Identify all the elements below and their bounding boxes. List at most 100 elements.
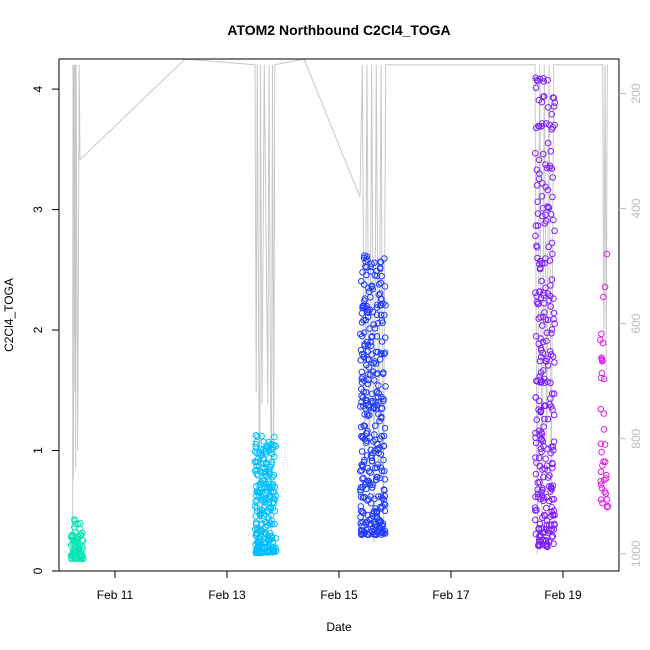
data-point <box>358 368 366 376</box>
data-point <box>550 295 557 302</box>
data-point <box>368 457 376 465</box>
data-point <box>550 438 558 446</box>
data-point <box>546 348 554 355</box>
data-point <box>372 405 380 413</box>
data-point <box>547 379 554 387</box>
data-point <box>357 346 365 354</box>
data-point <box>365 376 372 384</box>
data-point <box>381 487 388 494</box>
data-point <box>549 124 557 131</box>
data-point <box>538 260 546 267</box>
data-point <box>266 463 274 471</box>
data-point <box>533 242 540 249</box>
data-point <box>599 339 607 347</box>
data-point <box>362 397 370 405</box>
data-point <box>377 290 384 297</box>
data-point <box>539 529 547 536</box>
y-tick-label: 3 <box>31 206 45 213</box>
data-point <box>262 523 269 531</box>
data-point <box>260 456 268 463</box>
data-point <box>549 174 557 181</box>
data-point <box>537 257 544 265</box>
data-point <box>252 431 260 439</box>
data-point <box>378 272 385 280</box>
data-point <box>269 445 276 453</box>
data-point <box>540 473 547 481</box>
y-tick-label: 2 <box>31 326 45 333</box>
data-point <box>370 438 377 445</box>
data-point <box>267 512 275 519</box>
data-point <box>260 445 267 453</box>
data-point <box>381 424 389 432</box>
data-point <box>360 303 367 310</box>
data-point <box>543 337 550 345</box>
data-point <box>252 467 259 475</box>
data-point <box>373 333 381 340</box>
data-point <box>378 405 386 412</box>
data-point <box>253 488 261 495</box>
data-point <box>375 449 382 457</box>
data-point <box>536 462 544 470</box>
data-point <box>547 527 554 534</box>
data-point <box>367 268 375 275</box>
data-point <box>535 524 543 532</box>
data-point <box>268 517 275 524</box>
data-point <box>369 285 377 293</box>
data-point <box>550 94 558 102</box>
data-point <box>532 470 540 478</box>
data-point <box>360 388 368 396</box>
data-point <box>365 496 373 503</box>
data-point <box>260 515 268 523</box>
data-point <box>251 448 259 455</box>
data-point <box>261 544 268 551</box>
data-point <box>598 330 605 338</box>
data-point <box>363 518 371 526</box>
data-point <box>252 549 260 557</box>
data-point <box>540 494 547 502</box>
data-point <box>358 448 366 455</box>
data-point <box>549 250 556 258</box>
data-point <box>364 477 372 485</box>
data-point <box>364 348 372 355</box>
data-point <box>252 440 260 448</box>
y-tick-label: 4 <box>31 85 45 92</box>
data-point <box>550 540 557 548</box>
data-point <box>257 452 264 460</box>
data-point <box>262 480 270 488</box>
x-tick-label: Feb 17 <box>432 588 470 602</box>
data-point <box>357 467 364 475</box>
data-point <box>548 403 555 411</box>
data-point <box>375 493 382 500</box>
data-point <box>540 292 548 299</box>
data-point <box>601 441 609 448</box>
data-point <box>372 348 380 356</box>
x-axis-label: Date <box>326 620 352 634</box>
data-points <box>67 74 612 563</box>
data-point <box>371 325 379 332</box>
data-point <box>270 489 278 496</box>
data-point <box>362 317 370 324</box>
data-point <box>362 478 370 486</box>
right-tick-label: 800 <box>629 428 643 448</box>
data-point <box>359 304 366 312</box>
data-point <box>548 459 556 467</box>
data-point <box>546 162 554 170</box>
data-point <box>600 426 608 433</box>
data-point <box>262 483 269 491</box>
data-point <box>367 469 374 476</box>
data-point <box>549 482 557 489</box>
data-point <box>597 405 605 413</box>
data-point <box>533 182 541 189</box>
data-point <box>381 311 388 319</box>
data-point <box>382 301 389 309</box>
data-point <box>358 392 365 400</box>
data-point <box>362 389 370 396</box>
data-point <box>74 520 82 528</box>
data-point <box>263 472 270 480</box>
data-point <box>375 291 383 299</box>
data-point <box>380 397 387 405</box>
data-point <box>535 300 542 307</box>
data-point <box>598 448 605 456</box>
data-point <box>269 482 277 489</box>
